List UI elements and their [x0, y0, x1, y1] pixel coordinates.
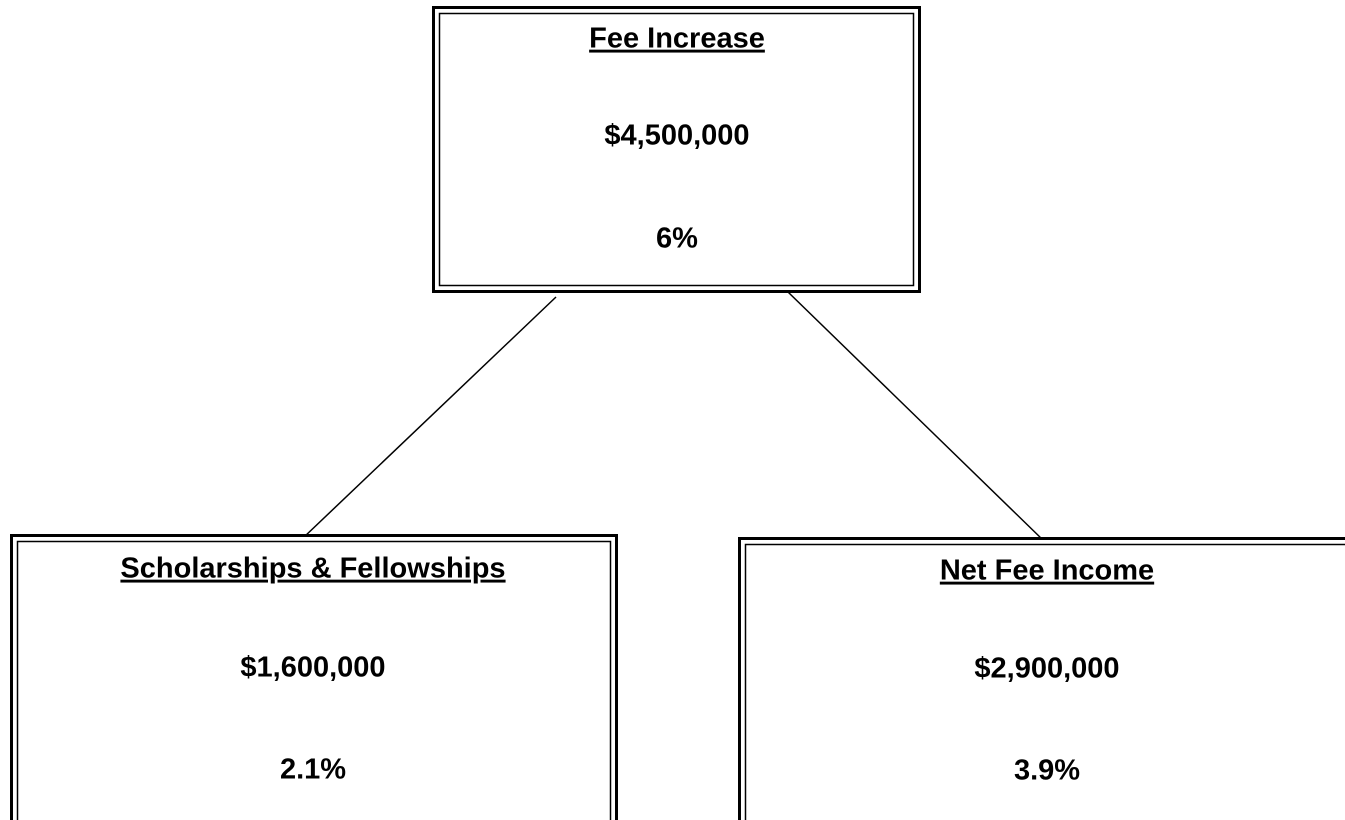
- node-box: Fee Increase $4,500,000 6%: [432, 6, 921, 293]
- node-percent: 6%: [656, 223, 698, 255]
- connector: [302, 296, 557, 539]
- node-title: Net Fee Income: [940, 555, 1154, 587]
- node-title: Fee Increase: [589, 23, 765, 55]
- node-percent: 2.1%: [280, 754, 346, 786]
- node-amount: $1,600,000: [240, 652, 385, 684]
- node-box: Net Fee Income $2,900,000 3.9%: [738, 537, 1345, 820]
- node-amount: $2,900,000: [974, 653, 1119, 685]
- connector: [787, 291, 1045, 542]
- node-title: Scholarships & Fellowships: [120, 553, 505, 585]
- node-percent: 3.9%: [1014, 755, 1080, 787]
- node-box: Scholarships & Fellowships $1,600,000 2.…: [10, 534, 618, 820]
- node-amount: $4,500,000: [604, 120, 749, 152]
